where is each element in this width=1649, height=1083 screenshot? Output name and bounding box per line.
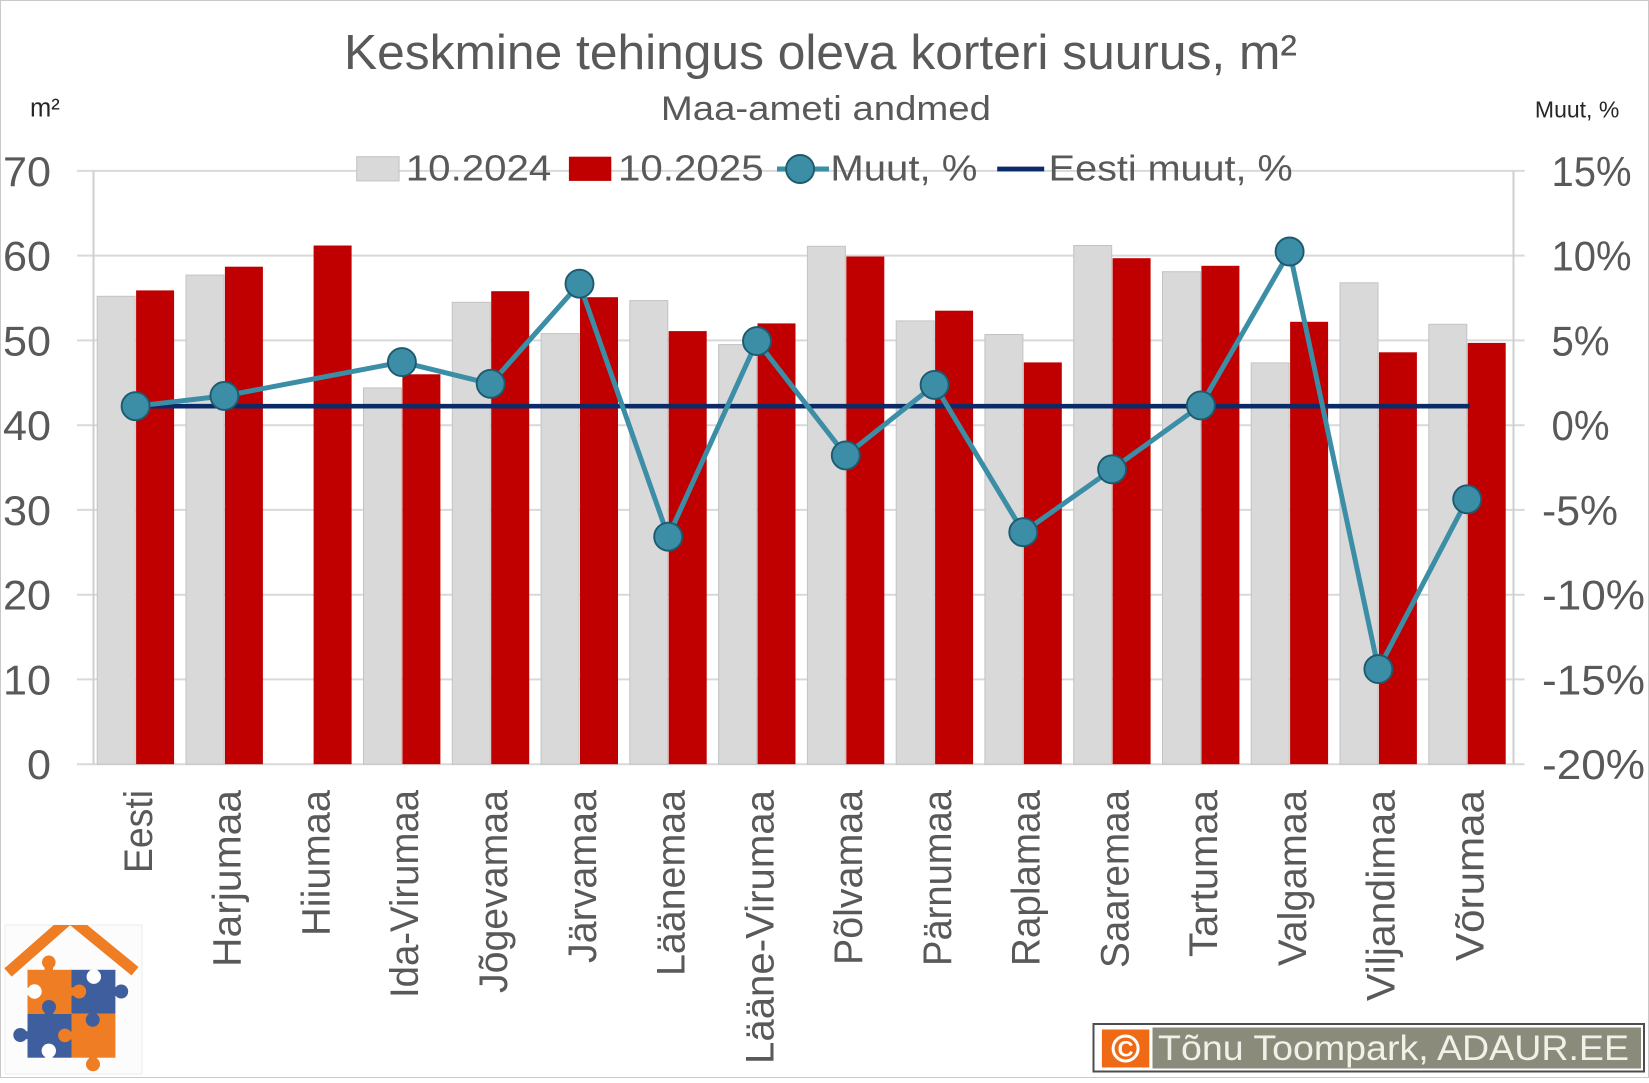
svg-text:70: 70: [3, 148, 51, 195]
svg-text:Saaremaa: Saaremaa: [1093, 789, 1137, 968]
svg-text:10.2025: 10.2025: [618, 148, 764, 189]
svg-text:Raplamaa: Raplamaa: [1005, 789, 1049, 966]
svg-text:0: 0: [27, 741, 51, 788]
svg-text:Viljandimaa: Viljandimaa: [1360, 789, 1404, 1001]
svg-text:C: C: [1118, 1037, 1134, 1062]
svg-text:60: 60: [3, 233, 51, 280]
svg-text:Ida-Virumaa: Ida-Virumaa: [383, 789, 427, 998]
svg-text:20: 20: [3, 572, 51, 619]
svg-text:Valgamaa: Valgamaa: [1271, 789, 1315, 966]
svg-text:Maa-ameti andmed: Maa-ameti andmed: [661, 90, 991, 128]
svg-text:15%: 15%: [1552, 148, 1632, 195]
svg-text:Jõgevamaa: Jõgevamaa: [472, 789, 516, 993]
svg-text:Muut, %: Muut, %: [830, 148, 977, 189]
svg-text:Muut, %: Muut, %: [1535, 96, 1619, 122]
svg-text:50: 50: [3, 317, 51, 364]
svg-text:Põlvamaa: Põlvamaa: [827, 789, 871, 965]
svg-text:Pärnumaa: Pärnumaa: [916, 789, 960, 966]
svg-text:10%: 10%: [1552, 233, 1632, 280]
svg-text:10.2024: 10.2024: [406, 148, 552, 189]
svg-text:30: 30: [3, 487, 51, 534]
svg-text:Tartumaa: Tartumaa: [1182, 789, 1226, 957]
svg-text:10: 10: [3, 656, 51, 703]
svg-text:Lääne-Virumaa: Lääne-Virumaa: [738, 789, 782, 1064]
svg-text:-15%: -15%: [1542, 657, 1645, 704]
svg-text:Järvamaa: Järvamaa: [561, 789, 605, 963]
svg-text:Hiiumaa: Hiiumaa: [294, 789, 338, 936]
svg-text:-10%: -10%: [1542, 572, 1645, 619]
svg-text:40: 40: [3, 402, 51, 449]
svg-text:Tõnu Toompark, ADAUR.EE: Tõnu Toompark, ADAUR.EE: [1158, 1029, 1629, 1068]
svg-text:5%: 5%: [1552, 317, 1610, 364]
svg-text:Keskmine tehingus oleva korter: Keskmine tehingus oleva korteri suurus, …: [344, 26, 1297, 80]
svg-text:Võrumaa: Võrumaa: [1449, 789, 1493, 961]
svg-text:-5%: -5%: [1542, 487, 1618, 534]
svg-text:Eesti muut, %: Eesti muut, %: [1049, 148, 1293, 189]
svg-text:-20%: -20%: [1542, 741, 1645, 788]
svg-text:Harjumaa: Harjumaa: [206, 789, 250, 967]
svg-text:Eesti: Eesti: [117, 790, 161, 873]
svg-text:m²: m²: [30, 94, 60, 122]
svg-text:0%: 0%: [1552, 402, 1610, 449]
svg-text:Läänemaa: Läänemaa: [650, 789, 694, 976]
